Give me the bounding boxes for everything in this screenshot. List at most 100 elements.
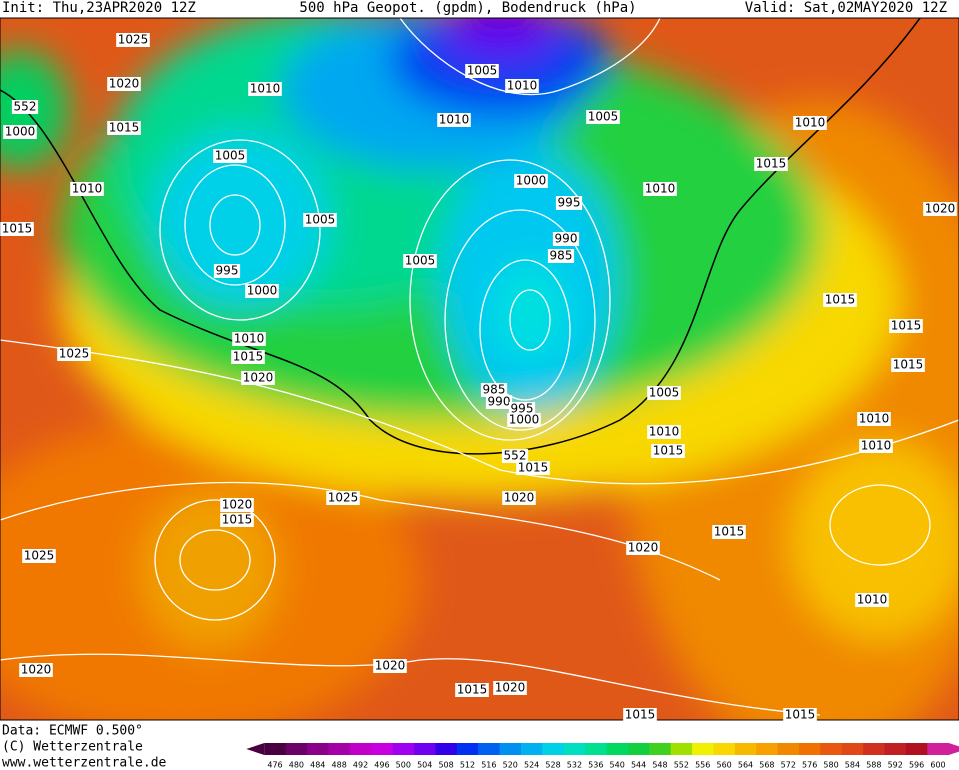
colorbar-cell bbox=[927, 743, 950, 755]
isobar-label-text: 1010 bbox=[250, 82, 281, 96]
colorbar-cell bbox=[820, 743, 843, 755]
isobar-label-text: 1010 bbox=[649, 425, 680, 439]
isobar-label-text: 1015 bbox=[785, 708, 816, 722]
isobar-label-box bbox=[455, 683, 489, 697]
isobar-label-text: 1015 bbox=[893, 358, 924, 372]
isobar-label-box bbox=[213, 264, 241, 278]
isobar-label: 1010 bbox=[70, 182, 104, 196]
isobar-label-box bbox=[891, 358, 925, 372]
isobar-label: 1005 bbox=[586, 110, 620, 124]
colorbar-cell bbox=[884, 743, 907, 755]
colorbar-label: 580 bbox=[823, 761, 838, 770]
isobar-label-text: 1020 bbox=[495, 681, 526, 695]
isobar-label-box bbox=[547, 249, 575, 263]
isobar-label: 1000 bbox=[507, 413, 541, 427]
isobar-label-box bbox=[19, 663, 53, 677]
isobar-label-box bbox=[626, 541, 660, 555]
isobar-label: 1015 bbox=[651, 444, 685, 458]
isobar-label-text: 1005 bbox=[649, 386, 680, 400]
isobar-label-box bbox=[437, 113, 471, 127]
isobar-label-text: 1015 bbox=[109, 121, 140, 135]
isobar-label-text: 1010 bbox=[234, 332, 265, 346]
isobar-label-text: 1015 bbox=[714, 525, 745, 539]
isobar-label-text: 1010 bbox=[645, 182, 676, 196]
isobar-label: 1025 bbox=[57, 347, 91, 361]
isobar-label-text: 1010 bbox=[507, 79, 538, 93]
isobar-label-text: 1025 bbox=[24, 549, 55, 563]
isobar-label-text: 985 bbox=[550, 249, 573, 263]
isobar-label: 1015 bbox=[455, 683, 489, 697]
colorbar-label: 516 bbox=[481, 761, 496, 770]
isobar-label-text: 1025 bbox=[59, 347, 90, 361]
isobar-label: 1025 bbox=[116, 33, 150, 47]
isobar-label-box bbox=[712, 525, 746, 539]
isobar-label: 1015 bbox=[623, 708, 657, 722]
isobar-label: 1015 bbox=[891, 358, 925, 372]
isobar-label: 995 bbox=[213, 264, 241, 278]
isobar-label-text: 990 bbox=[488, 395, 511, 409]
colorbar-label: 572 bbox=[781, 761, 796, 770]
colorbar-label: 512 bbox=[460, 761, 475, 770]
isobar-label-box bbox=[647, 386, 681, 400]
isobar-label-box bbox=[480, 383, 508, 397]
isobar-label-text: 1010 bbox=[72, 182, 103, 196]
isobar-label: 1020 bbox=[502, 491, 536, 505]
isobar-label-box bbox=[3, 125, 37, 139]
isobar-label-text: 1005 bbox=[215, 149, 246, 163]
isobar-label: 1010 bbox=[793, 116, 827, 130]
init-label: Init: Thu,23APR2020 12Z bbox=[2, 0, 196, 16]
colorbar-label: 564 bbox=[738, 761, 753, 770]
isobar-label: 1015 bbox=[783, 708, 817, 722]
isobar-label-text: 995 bbox=[511, 402, 534, 416]
isobar-label: 1005 bbox=[213, 149, 247, 163]
colorbar: 476 480 484 488 492 496 500 504 508 512 516 520 524 5… bbox=[246, 743, 959, 770]
isobar-label: 552 bbox=[11, 100, 39, 114]
map-frame bbox=[0, 17, 959, 721]
colorbar-cell bbox=[542, 743, 565, 755]
isobar-label-box bbox=[213, 149, 247, 163]
colorbar-cell bbox=[863, 743, 886, 755]
isobar-label-text: 1020 bbox=[222, 498, 253, 512]
isobar-label-text: 1020 bbox=[925, 202, 956, 216]
isobar-label: 1005 bbox=[647, 386, 681, 400]
colorbar-cell bbox=[606, 743, 629, 755]
isobar-label-text: 1015 bbox=[518, 461, 549, 475]
isobar-label-box bbox=[623, 708, 657, 722]
isobar-label-text: 1000 bbox=[5, 125, 36, 139]
isobar-label-box bbox=[107, 121, 141, 135]
isobar-label-text: 1025 bbox=[328, 491, 359, 505]
isobar-label-text: 1005 bbox=[405, 254, 436, 268]
isobar-label-box bbox=[220, 498, 254, 512]
isobar-label-box bbox=[516, 461, 550, 475]
isobar-label-text: 1015 bbox=[625, 708, 656, 722]
isobar-label-text: 995 bbox=[216, 264, 239, 278]
colorbar-cell bbox=[456, 743, 479, 755]
isobar-label: 1015 bbox=[823, 293, 857, 307]
colorbar-cell bbox=[520, 743, 543, 755]
isobar-label: 995 bbox=[508, 402, 536, 416]
colorbar-label: 528 bbox=[545, 761, 560, 770]
colorbar-cell bbox=[392, 743, 415, 755]
isobar-label-box bbox=[823, 293, 857, 307]
colorbar-cell bbox=[798, 743, 821, 755]
colorbar-label: 536 bbox=[588, 761, 603, 770]
isobar-label-text: 985 bbox=[483, 383, 506, 397]
isobar-label-text: 1015 bbox=[891, 319, 922, 333]
isobar-label-box bbox=[11, 100, 39, 114]
colorbar-cell bbox=[264, 743, 287, 755]
isobar-label-box bbox=[793, 116, 827, 130]
colorbar-cell bbox=[328, 743, 351, 755]
isobar-label: 1015 bbox=[712, 525, 746, 539]
isobar-label: 1020 bbox=[107, 77, 141, 91]
isobar-label-box bbox=[245, 284, 279, 298]
colorbar-label: 492 bbox=[353, 761, 368, 770]
isobar-label-text: 995 bbox=[558, 196, 581, 210]
isobar-label: 1010 bbox=[855, 593, 889, 607]
isobar-label: 1020 bbox=[626, 541, 660, 555]
colorbar-cell bbox=[349, 743, 372, 755]
isobar-label-text: 1010 bbox=[861, 439, 892, 453]
isobar-label-text: 1015 bbox=[825, 293, 856, 307]
colorbar-label: 596 bbox=[909, 761, 924, 770]
